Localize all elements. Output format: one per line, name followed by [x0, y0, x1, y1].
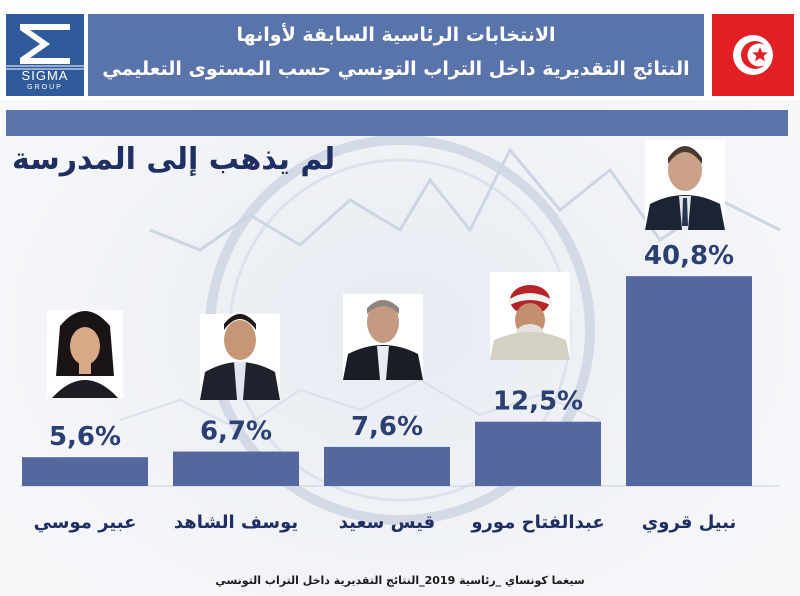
- category-label-1: يوسف الشاهد: [174, 512, 298, 533]
- sigma-icon: [6, 24, 84, 70]
- value-label-1: 6,7%: [200, 417, 272, 447]
- portrait-abdelfattah-mourou: [490, 272, 570, 360]
- value-label-2: 7,6%: [351, 412, 423, 442]
- bar-4: [626, 276, 752, 486]
- bar-2: [324, 446, 450, 486]
- bar-3: [475, 421, 601, 486]
- portrait-abir-moussi: [47, 310, 123, 398]
- bars-group: [22, 276, 752, 486]
- page-subtitle: النتائج التقديرية داخل التراب التونسي حس…: [102, 58, 690, 80]
- logo-text: SIGMA: [21, 68, 69, 83]
- value-labels-group: 5,6% 6,7% 7,6% 12,5% 40,8%: [49, 241, 734, 452]
- portrait-youssef-chahed: [200, 314, 280, 400]
- bar-0: [22, 457, 148, 486]
- header-stripe: [6, 110, 788, 136]
- header: SIGMA GROUP الانتخابات الرئاسية السابقة …: [0, 0, 800, 100]
- value-label-0: 5,6%: [49, 422, 121, 452]
- category-label-0: عبير موسي: [34, 512, 137, 533]
- value-label-4: 40,8%: [644, 241, 734, 271]
- logo-subtext: GROUP: [27, 84, 63, 91]
- sigma-logo: SIGMA GROUP: [6, 14, 84, 96]
- page-title: الانتخابات الرئاسية السابقة لأوانها: [236, 24, 556, 46]
- category-label-2: قيس سعيد: [339, 512, 435, 533]
- bar-1: [173, 451, 299, 486]
- tunisia-flag: [712, 14, 794, 96]
- chart-subtitle: لم يذهب إلى المدرسة: [12, 142, 336, 177]
- category-label-3: عبدالفتاح مورو: [470, 512, 604, 533]
- category-label-4: نبيل قروي: [642, 512, 736, 533]
- category-labels-group: عبير موسي يوسف الشاهد قيس سعيد عبدالفتاح مو…: [34, 512, 737, 533]
- tunisia-flag-icon: [733, 35, 773, 75]
- portrait-nabil-karoui: [645, 140, 725, 230]
- title-box: الانتخابات الرئاسية السابقة لأوانها النت…: [88, 14, 704, 96]
- value-label-3: 12,5%: [493, 387, 583, 417]
- footer-note: سيغما كونساي _رئاسية 2019_النتائج التقدي…: [215, 574, 585, 587]
- portrait-kais-saied: [343, 294, 423, 380]
